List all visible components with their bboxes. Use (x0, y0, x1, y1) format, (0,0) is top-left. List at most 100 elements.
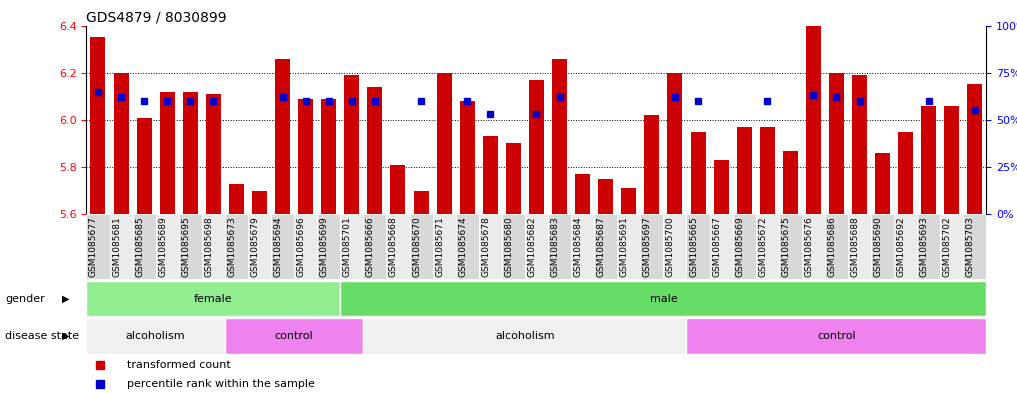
Bar (594, 214, 617, 279)
Bar (848, 214, 872, 279)
Text: GSM1085681: GSM1085681 (112, 216, 121, 277)
Text: GSM1085685: GSM1085685 (135, 216, 144, 277)
Bar (617, 214, 641, 279)
Bar (501, 214, 525, 279)
Bar (248, 214, 272, 279)
Bar (341, 281, 986, 316)
Text: GSM1085702: GSM1085702 (943, 216, 952, 277)
Text: alcoholism: alcoholism (495, 331, 554, 341)
Bar (294, 214, 317, 279)
Text: GSM1085672: GSM1085672 (759, 216, 767, 277)
Text: GSM1085675: GSM1085675 (781, 216, 790, 277)
Bar (945, 106, 959, 214)
Text: control: control (818, 331, 855, 341)
Bar (852, 75, 868, 214)
Bar (317, 214, 341, 279)
Text: GSM1085698: GSM1085698 (204, 216, 214, 277)
Text: GSM1085673: GSM1085673 (228, 216, 236, 277)
Bar (321, 99, 337, 214)
Text: GSM1085688: GSM1085688 (850, 216, 859, 277)
Text: GSM1085674: GSM1085674 (459, 216, 467, 277)
Text: GSM1085666: GSM1085666 (366, 216, 375, 277)
Text: GSM1085678: GSM1085678 (481, 216, 490, 277)
Text: GDS4879 / 8030899: GDS4879 / 8030899 (86, 10, 227, 24)
Bar (363, 318, 686, 354)
Bar (91, 37, 106, 214)
Bar (505, 143, 521, 214)
Bar (363, 214, 386, 279)
Bar (921, 106, 937, 214)
Bar (276, 59, 290, 214)
Bar (529, 80, 544, 214)
Bar (686, 318, 986, 354)
Bar (825, 214, 848, 279)
Bar (252, 191, 267, 214)
Text: male: male (650, 294, 677, 304)
Text: GSM1085697: GSM1085697 (643, 216, 652, 277)
Text: GSM1085694: GSM1085694 (274, 216, 283, 277)
Text: GSM1085679: GSM1085679 (250, 216, 259, 277)
Bar (714, 160, 728, 214)
Text: GSM1085703: GSM1085703 (966, 216, 975, 277)
Bar (110, 214, 132, 279)
Text: GSM1085670: GSM1085670 (412, 216, 421, 277)
Bar (686, 214, 710, 279)
Text: GSM1085701: GSM1085701 (343, 216, 352, 277)
Bar (229, 184, 244, 214)
Bar (345, 75, 359, 214)
Bar (367, 87, 382, 214)
Bar (114, 73, 128, 214)
Bar (576, 174, 590, 214)
Text: GSM1085693: GSM1085693 (919, 216, 929, 277)
Bar (479, 214, 501, 279)
Bar (783, 151, 797, 214)
Text: GSM1085684: GSM1085684 (574, 216, 583, 277)
Bar (691, 132, 706, 214)
Bar (201, 214, 225, 279)
Bar (621, 188, 637, 214)
Text: GSM1085676: GSM1085676 (804, 216, 814, 277)
Bar (736, 127, 752, 214)
Bar (894, 214, 917, 279)
Text: GSM1085686: GSM1085686 (828, 216, 836, 277)
Bar (132, 214, 156, 279)
Bar (710, 214, 732, 279)
Bar (760, 127, 775, 214)
Bar (456, 214, 479, 279)
Bar (598, 179, 613, 214)
Text: gender: gender (5, 294, 45, 304)
Text: GSM1085677: GSM1085677 (88, 216, 98, 277)
Text: ▶: ▶ (62, 331, 69, 341)
Bar (225, 318, 363, 354)
Text: alcoholism: alcoholism (126, 331, 185, 341)
Bar (225, 214, 248, 279)
Bar (548, 214, 572, 279)
Text: GSM1085692: GSM1085692 (897, 216, 906, 277)
Text: GSM1085667: GSM1085667 (712, 216, 721, 277)
Bar (732, 214, 756, 279)
Bar (272, 214, 294, 279)
Bar (963, 214, 986, 279)
Bar (410, 214, 432, 279)
Bar (460, 101, 475, 214)
Bar (967, 84, 982, 214)
Bar (179, 214, 201, 279)
Text: GSM1085683: GSM1085683 (550, 216, 559, 277)
Text: GSM1085699: GSM1085699 (319, 216, 328, 277)
Bar (829, 73, 844, 214)
Bar (645, 115, 659, 214)
Bar (779, 214, 801, 279)
Text: GSM1085665: GSM1085665 (689, 216, 698, 277)
Bar (183, 92, 197, 214)
Text: ▶: ▶ (62, 294, 69, 304)
Text: percentile rank within the sample: percentile rank within the sample (127, 379, 315, 389)
Text: GSM1085690: GSM1085690 (874, 216, 883, 277)
Bar (941, 214, 963, 279)
Bar (872, 214, 894, 279)
Bar (436, 73, 452, 214)
Bar (432, 214, 456, 279)
Bar (805, 26, 821, 214)
Bar (298, 99, 313, 214)
Bar (136, 118, 152, 214)
Text: GSM1085671: GSM1085671 (435, 216, 444, 277)
